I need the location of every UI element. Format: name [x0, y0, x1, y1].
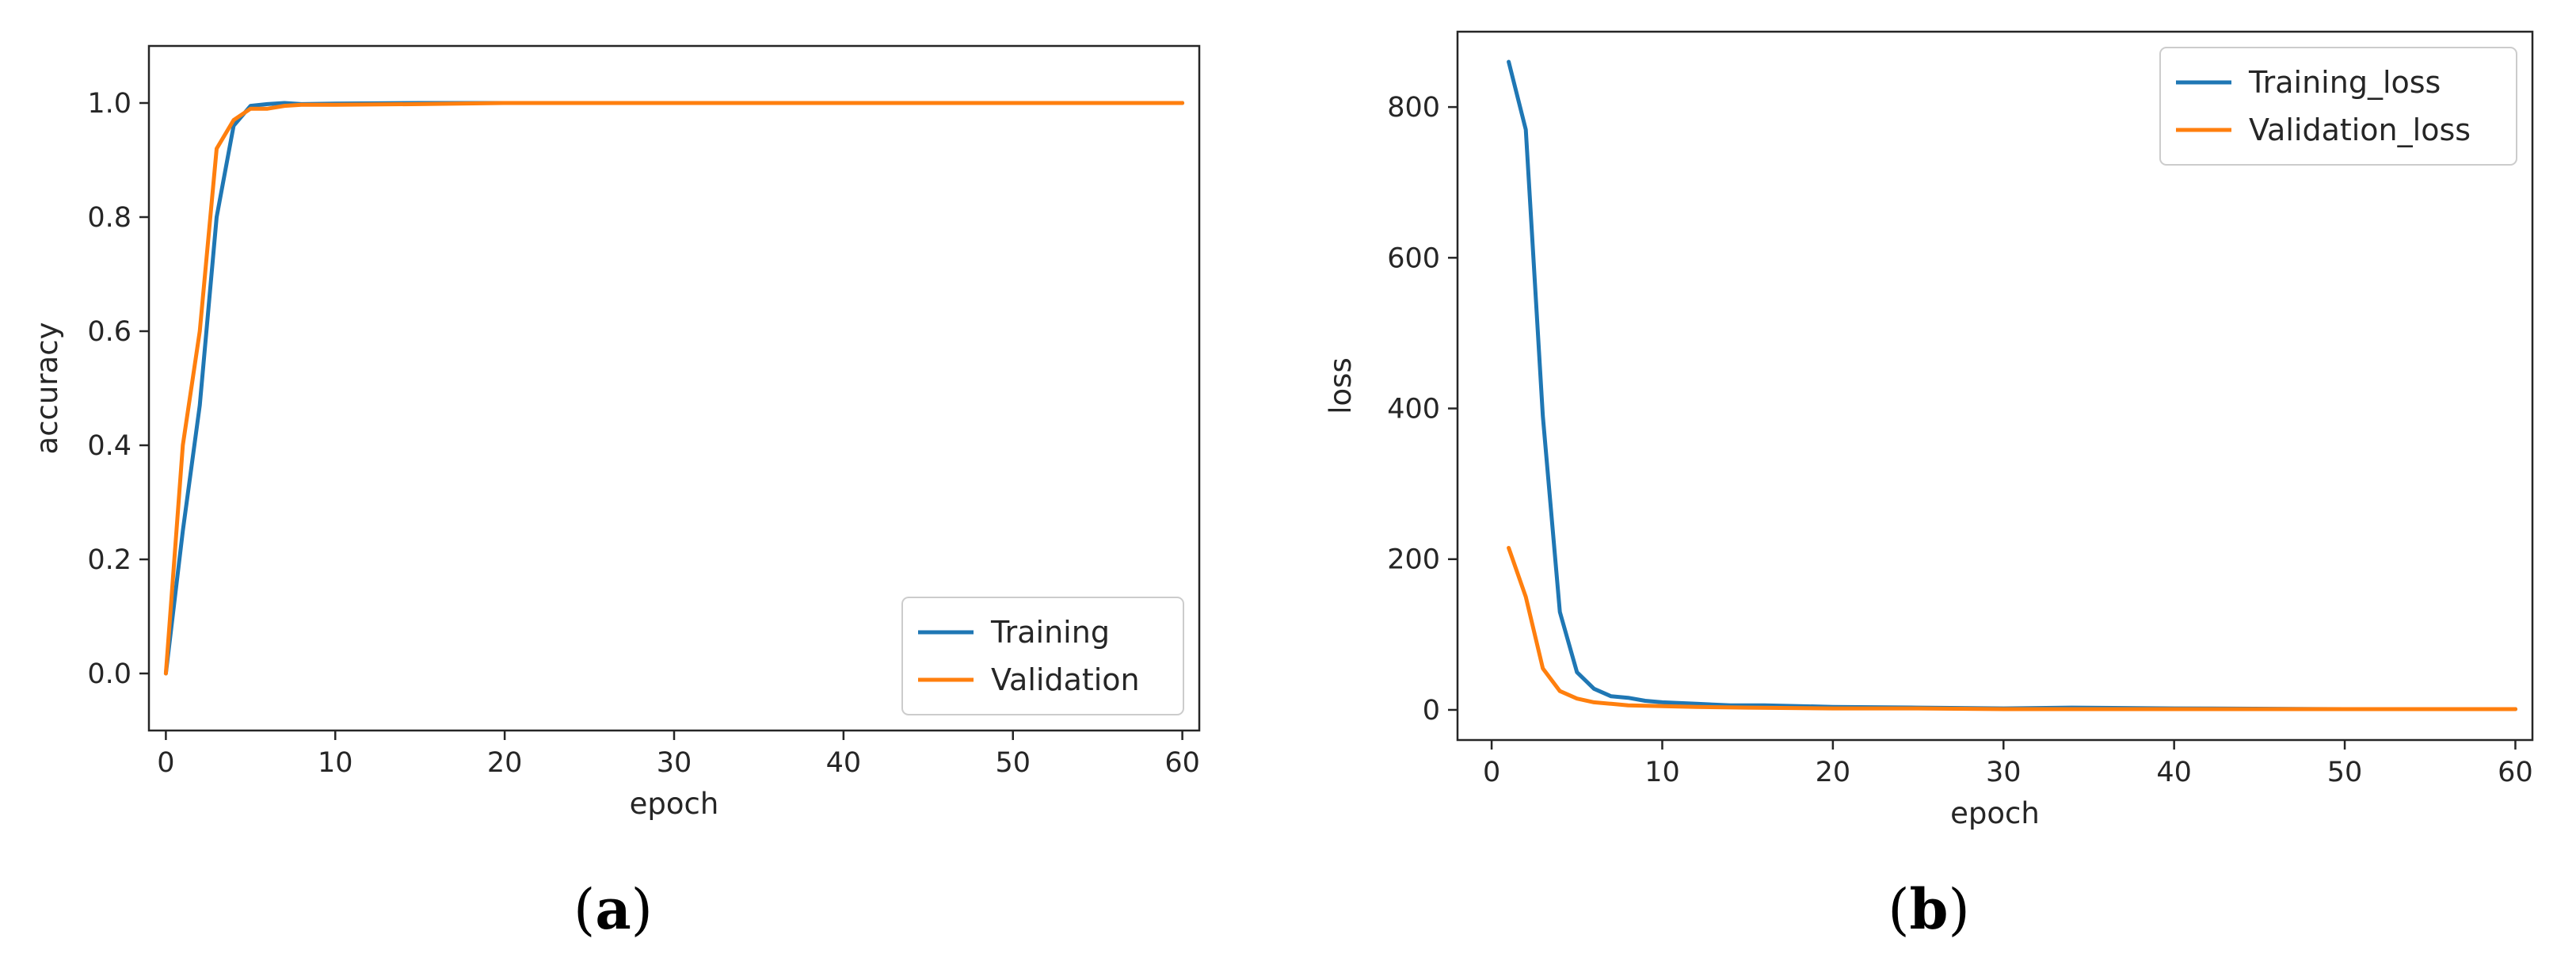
legend-label-b-0: Training_loss — [2248, 65, 2441, 100]
x-tick-label-a-5: 50 — [995, 747, 1031, 779]
y-tick-label-a-1: 0.2 — [87, 544, 131, 576]
x-tick-label-b-1: 10 — [1644, 757, 1680, 788]
caption-b-close: ) — [1948, 877, 1969, 942]
x-tick-label-b-0: 0 — [1483, 757, 1500, 788]
x-tick-label-b-5: 50 — [2327, 757, 2363, 788]
caption-a-open: ( — [574, 877, 595, 942]
caption-b: (b) — [1888, 876, 1970, 942]
y-tick-label-b-4: 800 — [1387, 92, 1440, 124]
x-axis-title-b: epoch — [1950, 796, 2040, 830]
chart-a-accuracy: 0 10 20 30 40 50 60 0.0 0.2 0.4 0.6 0.8 1.0 epoch accu… — [30, 44, 1201, 821]
plot-frame-b — [1456, 30, 2534, 742]
x-axis-title-a: epoch — [630, 787, 719, 821]
legend-label-a-1: Validation — [991, 662, 1140, 697]
x-tick-label-a-4: 40 — [826, 747, 862, 779]
chart-b-loss: 0 10 20 30 40 50 600200400600800epochlossTrain… — [1324, 30, 2534, 830]
x-tick-label-b-6: 60 — [2498, 757, 2533, 788]
caption-a: (a) — [574, 876, 653, 942]
y-axis-title-b: loss — [1324, 357, 1358, 414]
x-tick-label-a-6: 60 — [1164, 747, 1200, 779]
y-tick-label-a-0: 0.0 — [87, 658, 131, 690]
y-tick-label-b-3: 600 — [1387, 242, 1440, 274]
series-line-b-1 — [1507, 546, 2517, 711]
legend-box-a — [901, 597, 1184, 715]
y-tick-label-b-2: 400 — [1387, 394, 1440, 425]
caption-b-letter: b — [1910, 876, 1949, 942]
series-line-a-0 — [163, 101, 1185, 676]
caption-a-letter: a — [595, 876, 631, 942]
series-line-a-1 — [163, 101, 1185, 676]
caption-b-open: ( — [1888, 877, 1909, 942]
y-tick-label-b-1: 200 — [1387, 544, 1440, 576]
y-tick-label-a-5: 1.0 — [87, 88, 131, 120]
legend-label-b-1: Validation_loss — [2249, 113, 2471, 147]
x-tick-label-b-4: 40 — [2156, 757, 2192, 788]
x-tick-label-a-2: 20 — [487, 747, 523, 779]
x-tick-label-a-1: 10 — [318, 747, 353, 779]
x-tick-label-a-0: 0 — [157, 747, 174, 779]
x-tick-label-a-3: 30 — [657, 747, 692, 779]
x-tick-label-b-3: 30 — [1986, 757, 2022, 788]
y-tick-label-b-0: 0 — [1423, 695, 1440, 727]
y-tick-label-a-2: 0.4 — [87, 430, 131, 462]
x-tick-label-b-2: 20 — [1816, 757, 1851, 788]
legend-label-a-0: Training — [990, 615, 1110, 650]
legend-box-b — [2159, 47, 2517, 166]
y-axis-title-a: accuracy — [30, 322, 64, 455]
y-tick-label-a-4: 0.8 — [87, 202, 131, 234]
y-tick-label-a-3: 0.6 — [87, 316, 131, 348]
caption-a-close: ) — [631, 877, 653, 942]
